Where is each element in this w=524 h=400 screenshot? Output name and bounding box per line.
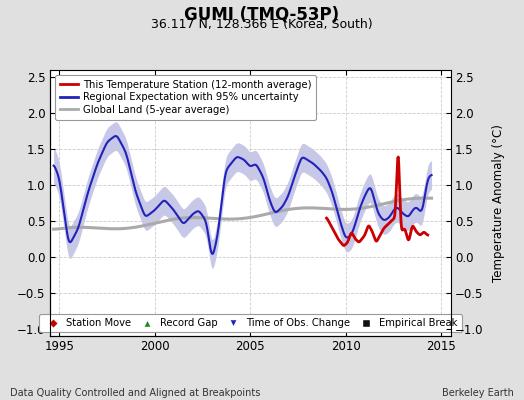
Legend: Station Move, Record Gap, Time of Obs. Change, Empirical Break: Station Move, Record Gap, Time of Obs. C… bbox=[39, 314, 462, 332]
Text: Berkeley Earth: Berkeley Earth bbox=[442, 388, 514, 398]
Text: GUMI (TMQ-53P): GUMI (TMQ-53P) bbox=[184, 6, 340, 24]
Text: Data Quality Controlled and Aligned at Breakpoints: Data Quality Controlled and Aligned at B… bbox=[10, 388, 261, 398]
Y-axis label: Temperature Anomaly (°C): Temperature Anomaly (°C) bbox=[492, 124, 505, 282]
Text: 36.117 N, 128.366 E (Korea, South): 36.117 N, 128.366 E (Korea, South) bbox=[151, 18, 373, 31]
